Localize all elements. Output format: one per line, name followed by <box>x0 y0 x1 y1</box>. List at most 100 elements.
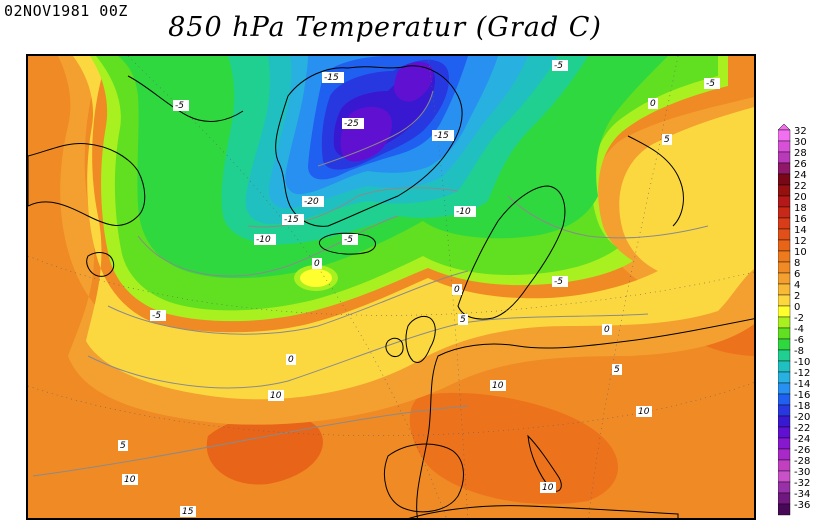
scale-tick-label: 28 <box>794 148 807 159</box>
contour-label-bg <box>452 284 462 295</box>
scale-tick-label: -14 <box>794 379 810 390</box>
scale-tick-label: 2 <box>794 291 800 302</box>
coast-iberia <box>384 443 464 513</box>
scale-box <box>778 382 791 395</box>
contour-label-bg <box>342 234 358 245</box>
scale-tick-label: -4 <box>794 324 804 335</box>
scale-tick-label: -36 <box>794 500 810 511</box>
scale-tick-label: -20 <box>794 412 810 423</box>
contour-label: 10 <box>124 475 136 485</box>
contour-label-bg <box>458 314 468 325</box>
contour-label-group: -15 -5 -5 -25 -15 0 5 -5 -20 -15 -10 -10 -5 0 -5 0 -5 5 0 0… <box>118 60 720 517</box>
scale-tick-label: 10 <box>794 247 807 258</box>
contour-label-bg <box>602 324 612 335</box>
scale-box <box>778 151 791 164</box>
contour-label: 0 <box>650 99 656 109</box>
scale-box <box>778 316 791 329</box>
scale-box <box>778 250 791 263</box>
contour-label: -5 <box>554 61 563 71</box>
coast-labrador <box>28 142 146 226</box>
scale-tick-label: -34 <box>794 489 810 500</box>
contour-label-bg <box>254 234 276 245</box>
scale-box <box>778 261 791 274</box>
scale-box <box>778 459 791 472</box>
contour-label: 15 <box>182 507 194 517</box>
contour-label: 0 <box>604 325 610 335</box>
scale-box <box>778 404 791 417</box>
isotherm-neg5 <box>137 215 399 277</box>
coast-north-africa <box>408 505 679 518</box>
scale-tick-label: 6 <box>794 269 800 280</box>
contour-label: -5 <box>344 235 353 245</box>
scale-tick-label: 30 <box>794 137 807 148</box>
contour-label: -5 <box>706 79 715 89</box>
scale-box <box>778 173 791 186</box>
scale-box <box>778 184 791 197</box>
scale-tick-label: -32 <box>794 478 810 489</box>
contour-label: -5 <box>554 277 563 287</box>
contour-label-bg <box>540 482 556 493</box>
coastlines <box>28 65 754 518</box>
scale-tick-label: -2 <box>794 313 804 324</box>
scale-tick-label: 8 <box>794 258 800 269</box>
scale-box <box>778 206 791 219</box>
contour-label-bg <box>312 258 322 269</box>
coast-great-britain <box>405 315 436 363</box>
scale-tick-label: -8 <box>794 346 804 357</box>
contour-label: -5 <box>152 311 161 321</box>
isotherm-10 <box>32 405 469 477</box>
scale-box <box>778 338 791 351</box>
contour-label: -10 <box>256 235 271 245</box>
scale-box <box>778 129 791 142</box>
contour-label: 10 <box>492 381 504 391</box>
scale-box <box>778 371 791 384</box>
coast-ireland <box>385 337 404 357</box>
contour-label-bg <box>173 100 189 111</box>
contour-label-bg <box>118 440 128 451</box>
contour-label-bg <box>286 354 296 365</box>
contour-label: -15 <box>284 215 299 225</box>
contour-label: 10 <box>270 391 282 401</box>
scale-tick-label: -30 <box>794 467 810 478</box>
contour-label: -10 <box>456 207 471 217</box>
band-yellow <box>73 56 754 400</box>
contour-label-bg <box>180 506 196 517</box>
scale-box <box>778 448 791 461</box>
contour-label-bg <box>122 474 138 485</box>
coast-europe <box>416 318 754 518</box>
contour-label-bg <box>432 130 454 141</box>
scale-tick-label: -24 <box>794 434 810 445</box>
contour-label-bg <box>282 214 304 225</box>
coast-russia-north <box>627 135 684 227</box>
contour-label: -25 <box>344 119 359 129</box>
temperature-map: -15 -5 -5 -25 -15 0 5 -5 -20 -15 -10 -10 -5 0 -5 0 -5 5 0 0… <box>26 54 756 520</box>
scale-tick-label: -6 <box>794 335 804 346</box>
scale-box <box>778 162 791 175</box>
scale-box <box>778 217 791 230</box>
contour-label: -5 <box>175 101 184 111</box>
scale-box <box>778 492 791 505</box>
scale-tick-label: 24 <box>794 170 807 181</box>
coast-scandinavia <box>457 185 566 320</box>
contour-label: -15 <box>324 73 339 83</box>
isotherm-5 <box>87 313 649 389</box>
scale-tick-label: 12 <box>794 236 807 247</box>
scale-box <box>778 327 791 340</box>
scale-box <box>778 437 791 450</box>
scale-tick-label: 20 <box>794 192 807 203</box>
band-warm-patch-2 <box>409 392 618 505</box>
scale-tick-label: -12 <box>794 368 810 379</box>
contour-label: 5 <box>460 315 466 325</box>
band-light-orange <box>28 56 754 425</box>
contour-label: 0 <box>288 355 294 365</box>
temperature-field: -15 -5 -5 -25 -15 0 5 -5 -20 -15 -10 -10 -5 0 -5 0 -5 5 0 0… <box>28 56 754 518</box>
scale-box <box>778 228 791 241</box>
scale-tick-label: 26 <box>794 159 807 170</box>
scale-tick-label: -28 <box>794 456 810 467</box>
scale-tick-label: 16 <box>794 214 807 225</box>
scale-arrow-top <box>778 124 791 131</box>
map-title: 850 hPa Temperatur (Grad C) <box>168 12 602 43</box>
contour-label: -20 <box>304 197 319 207</box>
date-time-label: 02NOV1981 00Z <box>4 2 128 20</box>
scale-box <box>778 305 791 318</box>
